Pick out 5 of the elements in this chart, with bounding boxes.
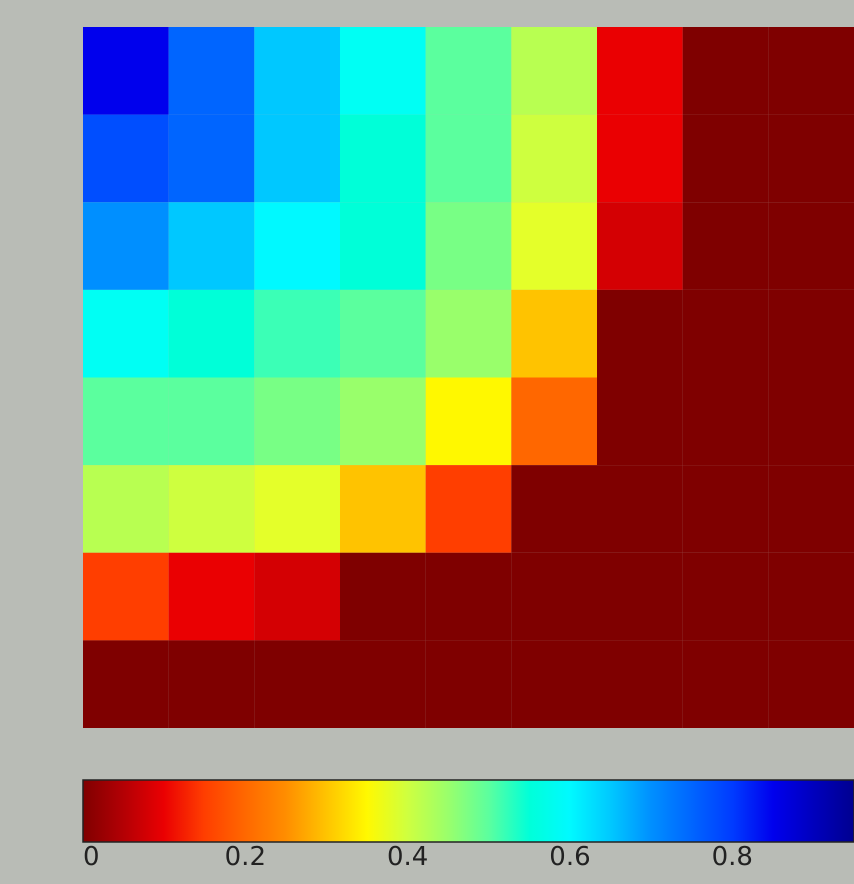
- color-bar-label: 0.2: [224, 842, 266, 872]
- color-bar-label: 0.4: [386, 842, 428, 872]
- color-bar-label: 0.6: [549, 842, 591, 872]
- color-bar-label: 0: [83, 842, 100, 872]
- color-bar-label: 0.8: [712, 842, 753, 872]
